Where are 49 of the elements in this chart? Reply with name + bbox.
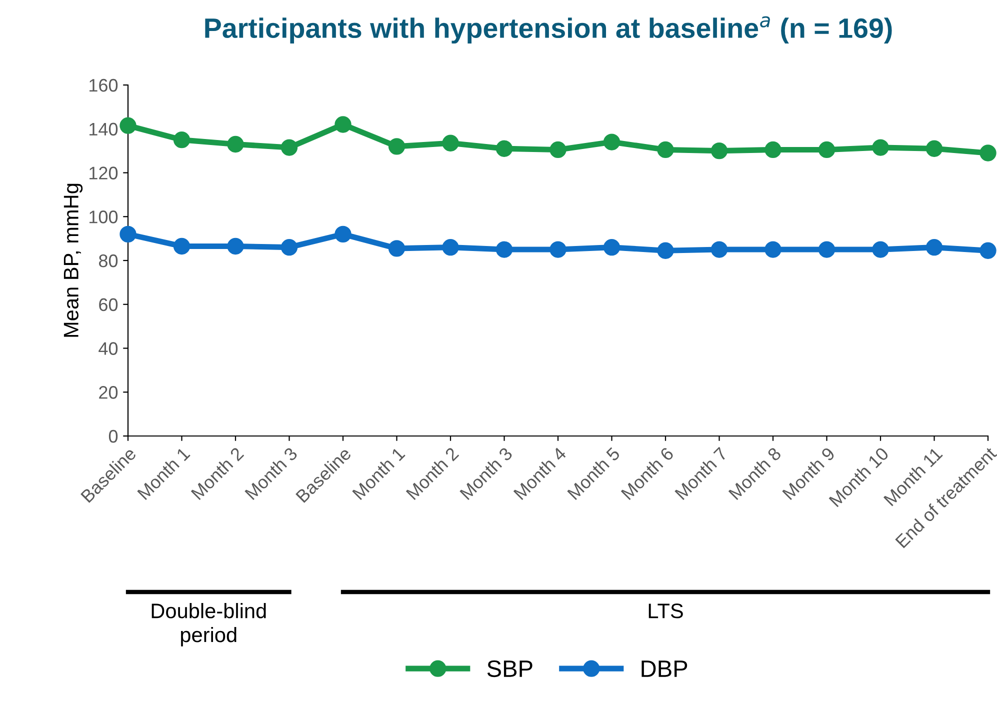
point: [926, 239, 943, 256]
point: [603, 134, 620, 150]
point: [173, 238, 190, 255]
point: [120, 117, 136, 134]
point: [710, 241, 728, 258]
point: [227, 238, 244, 255]
point: [657, 141, 674, 158]
legend-label: DBP: [642, 660, 688, 677]
point: [388, 138, 406, 155]
point: [764, 141, 782, 158]
point: [334, 116, 352, 133]
text: Double-blind period: [152, 603, 266, 646]
y-tick-label: 140: [90, 122, 118, 136]
point: [818, 241, 836, 258]
point: [442, 239, 459, 256]
legend-label: SBP: [487, 660, 532, 678]
point: [603, 239, 620, 256]
point: [334, 226, 352, 243]
text: LTS: [648, 604, 683, 618]
y-tick-label: 20: [99, 386, 118, 399]
point: [496, 140, 513, 157]
point: [872, 139, 889, 156]
y-tick-label: 120: [90, 166, 118, 180]
y-tick-label: 40: [98, 342, 118, 355]
point: [227, 136, 244, 153]
y-tick-label: 0: [108, 430, 118, 443]
y-axis-title: Mean BP, mmHg: [64, 184, 83, 337]
point: [120, 226, 136, 243]
point: [442, 134, 459, 152]
y-tick-label: 100: [90, 210, 118, 224]
chart-title: Participants with hypertension at baseline$^{a}$ (n = 169): [205, 16, 892, 44]
point: [550, 241, 566, 258]
y-tick-label: 160: [90, 78, 118, 92]
point: [280, 239, 298, 256]
point: [657, 242, 674, 259]
point: [980, 242, 996, 259]
point: [764, 241, 782, 258]
y-tick-label: 60: [99, 298, 118, 312]
point: [710, 142, 728, 160]
point: [496, 241, 513, 258]
point: [926, 140, 943, 157]
point: [388, 240, 406, 257]
point: [550, 141, 566, 158]
point: [173, 132, 190, 148]
point: [818, 141, 836, 158]
point: [980, 144, 996, 162]
point: [872, 241, 889, 258]
point: [280, 139, 298, 156]
y-tick-label: 80: [98, 254, 118, 268]
